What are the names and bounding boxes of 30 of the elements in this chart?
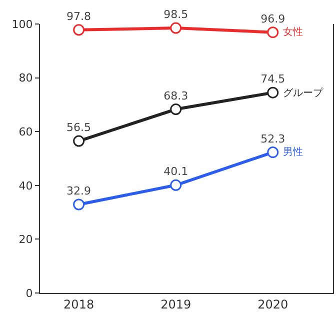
point xyxy=(73,135,85,147)
data-label: 32.9 xyxy=(66,184,92,198)
data-label: 97.8 xyxy=(66,10,92,23)
point xyxy=(170,179,182,191)
point xyxy=(267,146,279,158)
data-label: 52.3 xyxy=(260,132,286,146)
x-tick-label: 2019 xyxy=(160,297,192,312)
point xyxy=(73,198,85,210)
y-tick-label: 60 xyxy=(18,125,33,138)
x-tick-label: 2020 xyxy=(258,297,288,312)
x-tick-label: 2018 xyxy=(64,297,94,312)
point xyxy=(170,22,182,34)
y-tick-label: 0 xyxy=(26,286,33,300)
series-label: 女性 xyxy=(283,26,303,38)
data-label: 68.3 xyxy=(164,89,188,102)
point xyxy=(267,26,279,38)
series-label: グループ xyxy=(283,87,324,99)
data-label: 98.5 xyxy=(164,8,188,22)
y-tick-label: 40 xyxy=(18,179,33,192)
y-tick-label: 80 xyxy=(18,72,33,85)
data-label: 40.1 xyxy=(164,165,188,178)
point xyxy=(73,24,85,36)
point xyxy=(267,86,279,98)
y-tick-label: 100 xyxy=(12,18,33,31)
data-label: 96.9 xyxy=(260,12,286,26)
point xyxy=(170,104,182,116)
data-label: 74.5 xyxy=(260,72,286,86)
series-label: 男性 xyxy=(283,146,303,158)
y-tick-label: 20 xyxy=(18,233,33,246)
data-label: 56.5 xyxy=(66,121,92,134)
